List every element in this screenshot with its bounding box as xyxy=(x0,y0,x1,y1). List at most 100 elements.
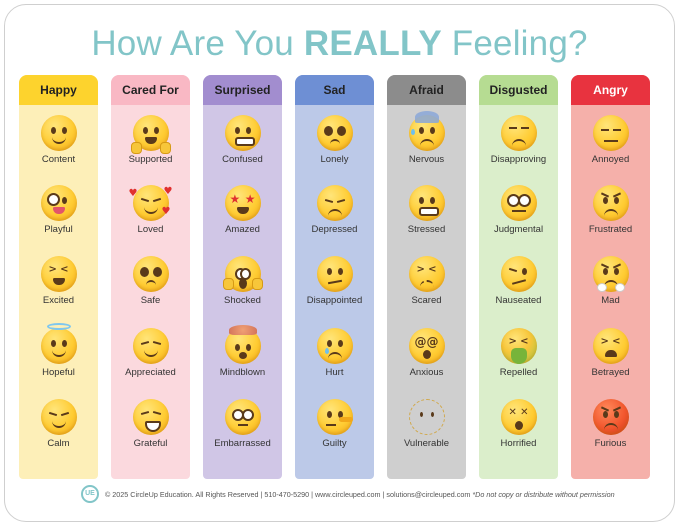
emotion-list: Content Playful > < Excited Hopeful Calm xyxy=(19,105,98,479)
emotion-list: Lonely Depressed Disappointed Hurt Guilty xyxy=(295,105,374,479)
column-cared-for: Cared For Supported ♥ ♥ ♥ Loved Safe Appreciate… xyxy=(111,75,190,479)
expressionless-face-icon xyxy=(592,115,629,151)
crying-face-icon xyxy=(316,328,353,364)
zany-face-icon xyxy=(40,185,77,221)
feelings-chart: How Are You REALLY Feeling? Happy Content… xyxy=(4,4,675,522)
anxious-face-with-sweat-icon xyxy=(408,111,445,151)
column-header: Sad xyxy=(295,75,374,105)
emotion-label: Lonely xyxy=(320,154,349,165)
angry-red-face-icon xyxy=(592,399,629,435)
smiling-face-with-hearts-icon: ♥ ♥ ♥ xyxy=(129,185,173,221)
emotion-item: Guilty xyxy=(295,399,374,449)
emotion-label: Hurt xyxy=(325,367,344,378)
emotion-label: Mindblown xyxy=(219,367,266,378)
emotion-item: Hurt xyxy=(295,328,374,378)
emotion-item: Depressed xyxy=(295,185,374,235)
emotion-label: Amazed xyxy=(225,224,260,235)
emotion-label: Supported xyxy=(128,154,173,165)
flushed-face-icon xyxy=(224,399,261,435)
emotion-item: Grateful xyxy=(111,399,190,449)
emotion-item: > < Excited xyxy=(19,256,98,306)
emotion-label: Loved xyxy=(137,224,164,235)
emotion-list: Disapproving Judgmental Nauseated > < Repelle… xyxy=(479,105,558,479)
emotion-label: Depressed xyxy=(311,224,358,235)
emotion-item: Stressed xyxy=(387,185,466,235)
emotion-label: Judgmental xyxy=(493,224,544,235)
confounded-face-icon: > < xyxy=(408,256,445,292)
column-sad: Sad Lonely Depressed Disappointed Hurt Guilty xyxy=(295,75,374,479)
emotion-item: Mad xyxy=(571,256,650,306)
pouting-face-icon xyxy=(592,185,629,221)
emotion-list: Confused ★ ★ Amazed Shocked Mindblown Embarras… xyxy=(203,105,282,479)
emotion-label: Disappointed xyxy=(306,295,363,306)
grinning-squinting-face-icon: > < xyxy=(40,256,77,292)
emotion-item: Lonely xyxy=(295,115,374,165)
emotion-label: Appreciated xyxy=(125,367,176,378)
emotion-item: Appreciated xyxy=(111,328,190,378)
face-vomiting-icon: > < xyxy=(500,328,537,364)
pleading-face-icon xyxy=(132,256,169,292)
slightly-smiling-face-icon xyxy=(40,115,77,151)
emotion-item: Content xyxy=(19,115,98,165)
emotion-item: Nervous xyxy=(387,111,466,165)
emotion-item: ♥ ♥ ♥ Loved xyxy=(111,185,190,235)
emotion-label: Embarrassed xyxy=(214,438,271,449)
pleading-face-icon xyxy=(316,115,353,151)
emotion-item: Supported xyxy=(111,115,190,165)
title-suffix: Feeling? xyxy=(441,24,588,63)
emotion-item: Annoyed xyxy=(571,115,650,165)
footer: © 2025 CircleUp Education. All Rights Re… xyxy=(105,490,660,499)
emotion-label: Mad xyxy=(601,295,620,306)
emotion-item: Hopeful xyxy=(19,323,98,378)
emotion-label: Nauseated xyxy=(495,295,542,306)
exploding-head-icon xyxy=(224,325,261,364)
emotion-item: Safe xyxy=(111,256,190,306)
column-header: Surprised xyxy=(203,75,282,105)
hugging-face-icon xyxy=(130,115,171,154)
column-header: Afraid xyxy=(387,75,466,105)
emotion-item: Confused xyxy=(203,115,282,165)
emotion-label: Stressed xyxy=(407,224,446,235)
emotion-list: Annoyed Frustrated Mad > < Betrayed Furious xyxy=(571,105,650,479)
woozy-face-icon xyxy=(500,256,537,292)
column-surprised: Surprised Confused ★ ★ Amazed Shocked Mindblow… xyxy=(203,75,282,479)
relieved-face-icon xyxy=(40,399,77,435)
dotted-line-face-icon xyxy=(408,399,445,435)
emotion-label: Annoyed xyxy=(591,154,630,165)
column-header: Happy xyxy=(19,75,98,105)
grimacing-face-icon xyxy=(224,115,261,151)
face-screaming-in-fear-icon xyxy=(222,256,263,292)
footer-note: *Do not copy or distribute without permi… xyxy=(470,490,615,499)
emotion-label: Furious xyxy=(594,438,627,449)
emotion-list: Supported ♥ ♥ ♥ Loved Safe Appreciated Grateful xyxy=(111,105,190,479)
emotion-list: Nervous Stressed > < Scared @ @ Anxious Vulnerab… xyxy=(387,105,466,479)
column-header: Cared For xyxy=(111,75,190,105)
smiling-face-with-smiling-eyes-icon xyxy=(132,328,169,364)
emotion-label: Horrified xyxy=(500,438,537,449)
face-with-crossed-out-eyes-icon: ✕ ✕ xyxy=(500,399,537,435)
emotion-item: Shocked xyxy=(203,256,282,306)
emotion-item: Mindblown xyxy=(203,325,282,378)
emotion-item: > < Scared xyxy=(387,256,466,306)
emotion-label: Vulnerable xyxy=(403,438,450,449)
emotion-label: Nervous xyxy=(408,154,445,165)
column-disgusted: Disgusted Disapproving Judgmental Nauseated… xyxy=(479,75,558,479)
emotion-label: Hopeful xyxy=(42,367,75,378)
emotion-item: ★ ★ Amazed xyxy=(203,185,282,235)
circleup-logo-icon: UE xyxy=(81,485,99,503)
pensive-face-icon xyxy=(316,185,353,221)
page-title: How Are You REALLY Feeling? xyxy=(5,23,674,65)
confused-face-icon xyxy=(316,256,353,292)
face-with-steam-icon xyxy=(592,256,629,292)
emotion-label: Frustrated xyxy=(588,224,633,235)
title-prefix: How Are You xyxy=(91,24,304,63)
column-afraid: Afraid Nervous Stressed > < Scared @ @ Anxious Vu… xyxy=(387,75,466,479)
emotion-label: Guilty xyxy=(322,438,347,449)
emotion-label: Confused xyxy=(222,154,263,165)
emotion-label: Scared xyxy=(411,295,442,306)
column-header: Disgusted xyxy=(479,75,558,105)
emotion-item: Disapproving xyxy=(479,115,558,165)
emotion-label: Playful xyxy=(44,224,73,235)
emotion-columns: Happy Content Playful > < Excited Hopeful Calm C… xyxy=(19,75,650,479)
emotion-item: Judgmental xyxy=(479,185,558,235)
